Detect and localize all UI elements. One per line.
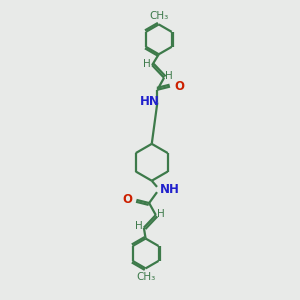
Text: H: H [143, 59, 151, 69]
Text: H: H [157, 208, 165, 219]
Text: CH₃: CH₃ [149, 11, 168, 20]
Text: H: H [135, 221, 143, 231]
Text: H: H [165, 71, 173, 81]
Text: O: O [174, 80, 184, 93]
Text: NH: NH [160, 183, 180, 196]
Text: HN: HN [140, 95, 159, 108]
Text: CH₃: CH₃ [136, 272, 155, 282]
Text: O: O [123, 193, 133, 206]
